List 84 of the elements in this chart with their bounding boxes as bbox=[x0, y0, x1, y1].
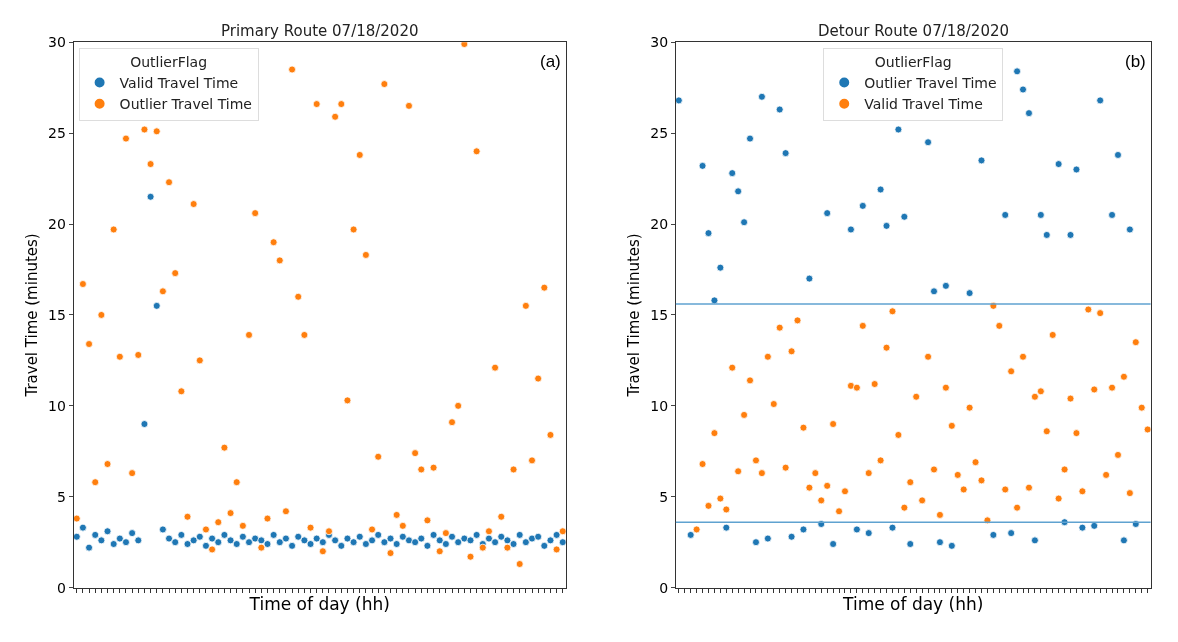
point bbox=[888, 523, 897, 532]
point bbox=[1013, 67, 1021, 76]
y-tick-label: 20 bbox=[650, 215, 669, 232]
point bbox=[781, 149, 790, 158]
x-axis-title: Time of day (hh) bbox=[248, 594, 390, 615]
point bbox=[746, 134, 754, 143]
legend-label: Valid Travel Time bbox=[864, 96, 983, 113]
point bbox=[698, 161, 707, 170]
legend-label: Valid Travel Time bbox=[119, 74, 239, 91]
legend-title: OutlierFlag bbox=[874, 53, 952, 70]
point bbox=[704, 229, 713, 238]
x-axis-title: Time of day (hh) bbox=[842, 594, 984, 615]
point bbox=[758, 92, 766, 101]
point bbox=[1001, 211, 1010, 219]
point bbox=[965, 289, 974, 298]
y-axis-title: Travel Time (minutes) bbox=[23, 233, 42, 398]
annotation: (b) bbox=[1125, 52, 1146, 71]
point bbox=[740, 218, 748, 227]
point bbox=[716, 263, 725, 272]
point bbox=[823, 209, 832, 218]
point bbox=[906, 540, 915, 548]
point bbox=[686, 531, 695, 539]
legend-title: OutlierFlag bbox=[130, 53, 208, 70]
chart-title: Primary Route 07/18/2020 bbox=[221, 22, 419, 40]
point bbox=[787, 532, 796, 541]
point bbox=[852, 525, 861, 534]
point bbox=[1031, 536, 1039, 545]
point bbox=[1066, 231, 1075, 239]
point bbox=[752, 538, 760, 547]
point bbox=[864, 529, 873, 537]
point bbox=[977, 156, 986, 165]
point bbox=[1120, 536, 1128, 545]
y-tick-label: 5 bbox=[659, 488, 669, 505]
point bbox=[805, 274, 814, 283]
y-tick-label: 10 bbox=[650, 397, 669, 414]
point bbox=[900, 212, 909, 221]
y-tick-label: 10 bbox=[48, 397, 66, 414]
point bbox=[876, 185, 885, 194]
point bbox=[722, 523, 731, 532]
point bbox=[675, 96, 683, 105]
chart-title: Detour Route 07/18/2020 bbox=[818, 22, 1010, 40]
y-tick-label: 30 bbox=[650, 34, 669, 51]
point bbox=[1096, 96, 1105, 105]
point bbox=[775, 105, 784, 114]
point bbox=[924, 138, 932, 147]
point bbox=[1072, 165, 1081, 174]
y-tick-label: 15 bbox=[650, 306, 669, 323]
point bbox=[1025, 109, 1033, 118]
point bbox=[882, 221, 891, 230]
y-tick-label: 20 bbox=[48, 215, 66, 232]
point bbox=[1114, 151, 1122, 159]
legend-label: Outlier Travel Time bbox=[119, 96, 252, 113]
point bbox=[894, 125, 903, 134]
legend-label: Outlier Travel Time bbox=[864, 74, 997, 91]
y-axis-title: Travel Time (minutes) bbox=[625, 233, 644, 398]
point bbox=[1042, 231, 1051, 239]
point bbox=[847, 225, 855, 234]
point bbox=[763, 534, 772, 543]
point bbox=[1078, 523, 1087, 532]
point bbox=[941, 281, 950, 290]
y-tick-label: 25 bbox=[48, 125, 66, 142]
y-tick-label: 15 bbox=[48, 306, 66, 323]
point bbox=[989, 531, 998, 539]
point bbox=[799, 525, 808, 534]
point bbox=[947, 541, 956, 550]
annotation: (a) bbox=[540, 52, 561, 71]
point bbox=[734, 187, 743, 196]
y-tick-label: 0 bbox=[56, 579, 66, 596]
point bbox=[728, 169, 737, 178]
point bbox=[858, 201, 867, 210]
point bbox=[1007, 529, 1016, 537]
point bbox=[1054, 160, 1063, 168]
point bbox=[936, 538, 944, 547]
y-tick-label: 5 bbox=[56, 488, 66, 505]
point bbox=[930, 287, 938, 296]
point bbox=[1108, 211, 1116, 219]
y-tick-label: 25 bbox=[650, 125, 669, 142]
point bbox=[710, 296, 719, 305]
point bbox=[1019, 85, 1027, 94]
y-tick-label: 0 bbox=[659, 579, 669, 596]
y-tick-label: 30 bbox=[48, 34, 66, 51]
point bbox=[1125, 225, 1134, 234]
point bbox=[1036, 211, 1045, 219]
point bbox=[829, 540, 838, 548]
